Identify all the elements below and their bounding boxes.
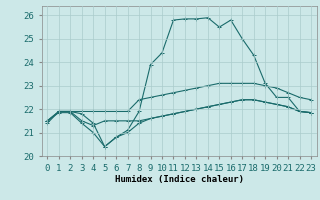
X-axis label: Humidex (Indice chaleur): Humidex (Indice chaleur): [115, 175, 244, 184]
